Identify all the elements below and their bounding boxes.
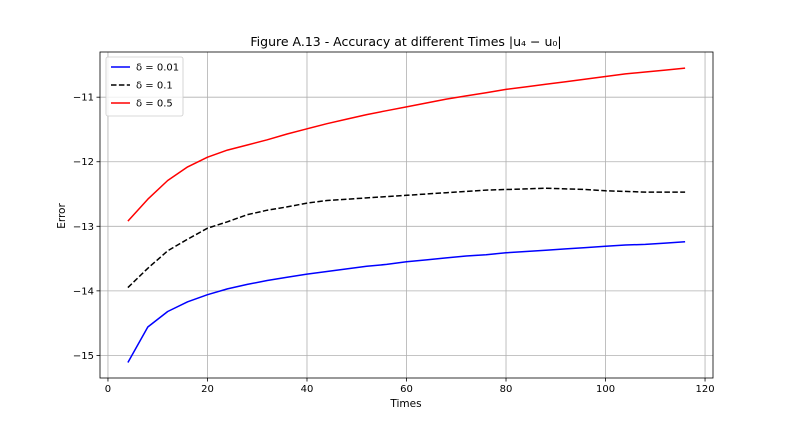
y-axis-label: Error xyxy=(56,203,68,229)
x-tick-label: 60 xyxy=(400,384,413,395)
x-tick-label: 100 xyxy=(596,384,615,395)
x-tick-label: 0 xyxy=(105,384,111,395)
y-tick-label: −14 xyxy=(73,286,94,297)
x-tick-label: 20 xyxy=(201,384,214,395)
x-tick-label: 120 xyxy=(695,384,714,395)
legend: δ = 0.01 δ = 0.1 δ = 0.5 xyxy=(105,56,184,117)
legend-label-1: δ = 0.1 xyxy=(136,81,173,92)
legend-items: δ = 0.01 δ = 0.1 δ = 0.5 xyxy=(111,63,179,110)
chart-title: Figure A.13 - Accuracy at different Time… xyxy=(250,34,561,49)
x-tick-label: 80 xyxy=(500,384,513,395)
series-line-2 xyxy=(127,67,686,222)
legend-label-0: δ = 0.01 xyxy=(136,63,179,74)
axis-ticks: 0 20 40 60 80 100 120 −15 −14 −13 −12 −11 xyxy=(73,93,715,395)
series-lines xyxy=(127,67,686,363)
series-line-1 xyxy=(127,187,686,289)
y-tick-label: −12 xyxy=(73,157,94,168)
y-tick-label: −13 xyxy=(73,222,94,233)
legend-box xyxy=(105,56,184,117)
grid xyxy=(100,52,713,378)
x-tick-label: 40 xyxy=(301,384,314,395)
legend-label-2: δ = 0.5 xyxy=(136,99,173,110)
series-line-0 xyxy=(127,241,686,363)
y-tick-label: −11 xyxy=(73,93,94,104)
y-tick-label: −15 xyxy=(73,351,94,362)
x-axis-label: Times xyxy=(389,398,421,410)
